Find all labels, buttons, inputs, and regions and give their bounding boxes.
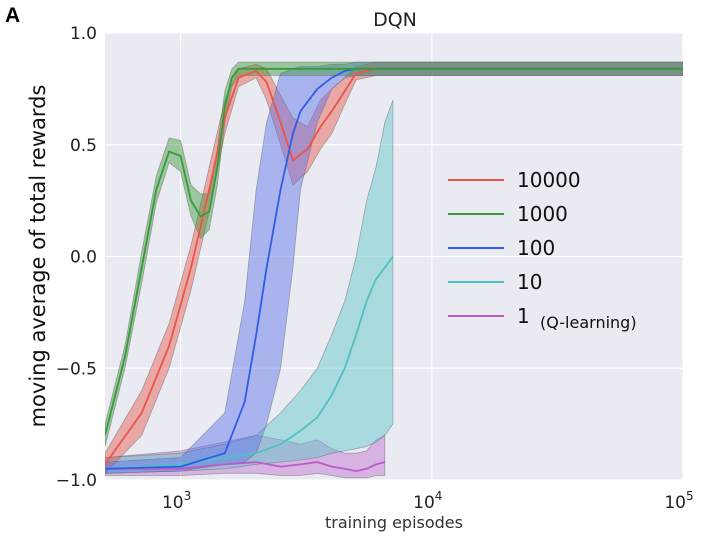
legend-label-1: 1 <box>517 304 530 328</box>
legend-label-100: 100 <box>517 236 555 260</box>
y-tick-label: 1.0 <box>70 24 97 44</box>
y-axis-label: moving average of total rewards <box>26 85 50 428</box>
legend: 10000 1000 100 10 1 (Q-learning) <box>448 168 637 332</box>
legend-label-1000: 1000 <box>517 202 568 226</box>
legend-note: (Q-learning) <box>540 313 637 332</box>
x-tick-label: 103 <box>162 489 191 513</box>
panel-letter: A <box>5 4 20 27</box>
line-1 <box>105 461 386 473</box>
x-tick-label: 105 <box>664 489 693 513</box>
y-tick-label: −1.0 <box>56 471 97 491</box>
x-tick-label: 104 <box>413 489 442 513</box>
x-axis-label: training episodes <box>325 513 463 532</box>
band-10000 <box>105 61 683 474</box>
band-1000 <box>105 61 683 447</box>
chart-title: DQN <box>373 9 417 31</box>
legend-label-10: 10 <box>517 270 542 294</box>
band-10 <box>105 99 394 474</box>
y-tick-label: 0.0 <box>70 248 97 268</box>
line-1000 <box>105 67 683 436</box>
line-10 <box>105 255 394 470</box>
grid-lines <box>105 32 684 481</box>
legend-label-10000: 10000 <box>517 168 581 192</box>
y-tick-labels: −1.0 −0.5 0.0 0.5 1.0 <box>56 24 97 491</box>
y-tick-label: 0.5 <box>70 136 97 156</box>
y-tick-label: −0.5 <box>56 359 97 379</box>
series-lines <box>105 67 683 473</box>
x-tick-labels: 103 104 105 <box>162 489 694 513</box>
